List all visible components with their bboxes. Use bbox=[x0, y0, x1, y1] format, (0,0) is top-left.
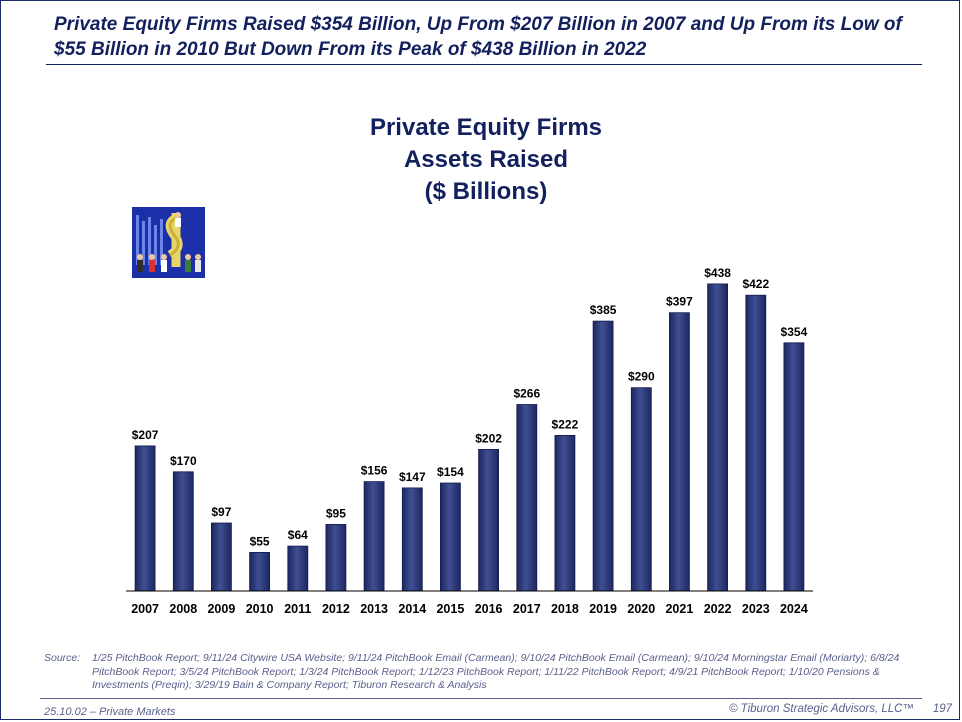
bar-2007 bbox=[134, 445, 156, 592]
data-label-2011: $64 bbox=[288, 528, 308, 542]
data-label-2009: $97 bbox=[211, 505, 231, 519]
bar-2014 bbox=[401, 487, 423, 592]
data-label-2012: $95 bbox=[326, 506, 346, 520]
source-label: Source: bbox=[44, 652, 81, 664]
x-tick-2008: 2008 bbox=[169, 602, 197, 616]
bar-2010 bbox=[249, 552, 271, 592]
data-label-2018: $222 bbox=[552, 417, 579, 431]
x-tick-2011: 2011 bbox=[284, 602, 311, 616]
bar-2022 bbox=[707, 283, 728, 592]
x-tick-2010: 2010 bbox=[246, 602, 274, 616]
bar-2008 bbox=[172, 471, 194, 592]
money-people-clipart-icon bbox=[132, 207, 205, 278]
slide-headline: Private Equity Firms Raised $354 Billion… bbox=[54, 14, 902, 60]
x-tick-2022: 2022 bbox=[704, 602, 732, 616]
x-tick-2009: 2009 bbox=[207, 602, 235, 616]
footer-divider bbox=[40, 698, 922, 699]
footer-date-section: 25.10.02 – Private Markets bbox=[44, 706, 176, 718]
data-label-2021: $397 bbox=[666, 295, 693, 309]
data-label-2007: $207 bbox=[132, 428, 159, 442]
bar-2015 bbox=[439, 482, 461, 592]
bar-2012 bbox=[325, 524, 347, 592]
data-label-2014: $147 bbox=[399, 470, 426, 484]
bar-2020 bbox=[630, 387, 652, 592]
x-tick-2021: 2021 bbox=[665, 602, 693, 616]
source-note: Source: 1/25 PitchBook Report; 9/11/24 C… bbox=[44, 652, 924, 693]
x-tick-2014: 2014 bbox=[398, 602, 426, 616]
x-tick-2018: 2018 bbox=[551, 602, 579, 616]
x-tick-2020: 2020 bbox=[627, 602, 655, 616]
footer-copyright: © Tiburon Strategic Advisors, LLC™ bbox=[729, 703, 914, 715]
bar-2009 bbox=[210, 522, 232, 592]
x-tick-2019: 2019 bbox=[589, 602, 617, 616]
bar-2021 bbox=[669, 312, 690, 592]
chart-title-line-3: ($ Billions) bbox=[424, 178, 548, 205]
headline-divider bbox=[46, 64, 922, 65]
x-tick-2023: 2023 bbox=[742, 602, 770, 616]
data-label-2017: $266 bbox=[513, 387, 540, 401]
data-label-2010: $55 bbox=[250, 534, 270, 548]
x-tick-2007: 2007 bbox=[131, 602, 159, 616]
source-text: 1/25 PitchBook Report; 9/11/24 Citywire … bbox=[92, 652, 900, 691]
bar-2013 bbox=[363, 481, 385, 592]
data-label-2023: $422 bbox=[742, 277, 769, 291]
data-label-2016: $202 bbox=[475, 431, 502, 445]
x-tick-2017: 2017 bbox=[513, 602, 541, 616]
bar-2018 bbox=[554, 434, 576, 592]
data-label-2022: $438 bbox=[704, 266, 731, 280]
bar-2023 bbox=[745, 294, 767, 592]
x-tick-2016: 2016 bbox=[475, 602, 503, 616]
bar-2019 bbox=[592, 320, 614, 592]
data-label-2015: $154 bbox=[437, 465, 464, 479]
bar-2016 bbox=[478, 448, 500, 592]
chart-title: Private Equity Firms Assets Raised ($ Bi… bbox=[286, 112, 686, 208]
data-label-2008: $170 bbox=[170, 454, 197, 468]
x-tick-2012: 2012 bbox=[322, 602, 350, 616]
x-tick-2013: 2013 bbox=[360, 602, 388, 616]
data-label-2020: $290 bbox=[628, 370, 655, 384]
data-label-2013: $156 bbox=[361, 464, 388, 478]
data-label-2019: $385 bbox=[590, 303, 617, 317]
data-label-2024: $354 bbox=[781, 325, 808, 339]
bar-2011 bbox=[287, 545, 309, 592]
x-tick-2015: 2015 bbox=[436, 602, 464, 616]
bar-2017 bbox=[516, 404, 538, 592]
bar-2024 bbox=[783, 342, 805, 592]
x-tick-2024: 2024 bbox=[780, 602, 808, 616]
page-number: 197 bbox=[932, 703, 952, 715]
chart-title-line-1: Private Equity Firms bbox=[369, 114, 603, 141]
chart-title-line-2: Assets Raised bbox=[403, 146, 569, 173]
